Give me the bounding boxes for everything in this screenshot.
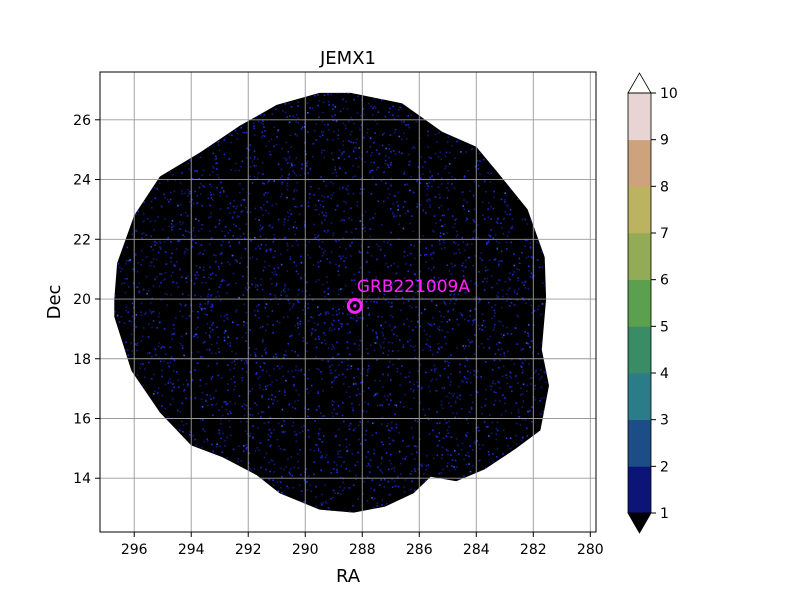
x-tick-label: 286 <box>406 542 433 558</box>
sky-image <box>114 92 550 513</box>
colorbar-tick-label: 2 <box>660 459 669 475</box>
x-tick-label: 290 <box>292 542 319 558</box>
colorbar-tick-label: 1 <box>660 506 669 522</box>
colorbar-tick-label: 8 <box>660 179 669 195</box>
colorbar-tick-label: 7 <box>660 226 669 242</box>
y-tick-label: 24 <box>73 173 91 189</box>
x-axis-ticks: 296 294 292 290 288 286 284 282 280 <box>121 532 604 558</box>
colorbar-segment <box>628 419 651 467</box>
colorbar-segment <box>628 233 651 281</box>
noise-pixels <box>114 92 550 513</box>
grb-marker-center <box>353 304 357 308</box>
grb-annotation-label: GRB221009A <box>357 277 471 297</box>
colorbar-tick-label: 4 <box>660 366 669 382</box>
colorbar-segment <box>628 93 651 141</box>
colorbar-segment <box>628 373 651 421</box>
colorbar-tick-label: 10 <box>660 86 678 102</box>
y-axis-ticks: 14 16 18 20 22 24 26 <box>73 113 100 487</box>
colorbar-frame <box>627 92 652 514</box>
grid-lines <box>100 72 596 532</box>
plot-frame <box>99 71 597 533</box>
x-tick-label: 282 <box>520 542 547 558</box>
x-tick-label: 284 <box>463 542 490 558</box>
x-tick-label: 294 <box>178 542 205 558</box>
grb-marker-ring <box>346 297 363 314</box>
x-axis-label: RA <box>336 566 361 587</box>
y-axis-label: Dec <box>44 285 65 320</box>
colorbar-tick-label: 9 <box>660 133 669 149</box>
colorbar-segment <box>628 466 651 514</box>
colorbar: 1 2 3 4 5 6 7 8 9 10 <box>627 72 678 534</box>
x-tick-label: 296 <box>121 542 148 558</box>
colorbar-segment <box>628 139 651 187</box>
y-tick-label: 26 <box>73 113 91 129</box>
chart-title: JEMX1 <box>319 48 376 69</box>
colorbar-segment <box>628 279 651 327</box>
colorbar-tick-label: 6 <box>660 273 669 289</box>
colorbar-segment <box>628 186 651 234</box>
y-tick-label: 22 <box>73 232 91 248</box>
y-tick-label: 18 <box>73 352 91 368</box>
colorbar-tick-label: 5 <box>660 319 669 335</box>
colorbar-tick-label: 3 <box>660 413 669 429</box>
y-tick-label: 14 <box>73 471 91 487</box>
y-tick-label: 16 <box>73 411 91 427</box>
x-tick-label: 288 <box>349 542 376 558</box>
annotation-layer: GRB221009A <box>346 277 471 314</box>
colorbar-under-extension <box>627 512 652 534</box>
colorbar-over-extension <box>627 72 652 94</box>
x-tick-label: 292 <box>235 542 262 558</box>
y-tick-label: 20 <box>73 292 91 308</box>
colorbar-segment <box>628 326 651 374</box>
x-tick-label: 280 <box>577 542 604 558</box>
